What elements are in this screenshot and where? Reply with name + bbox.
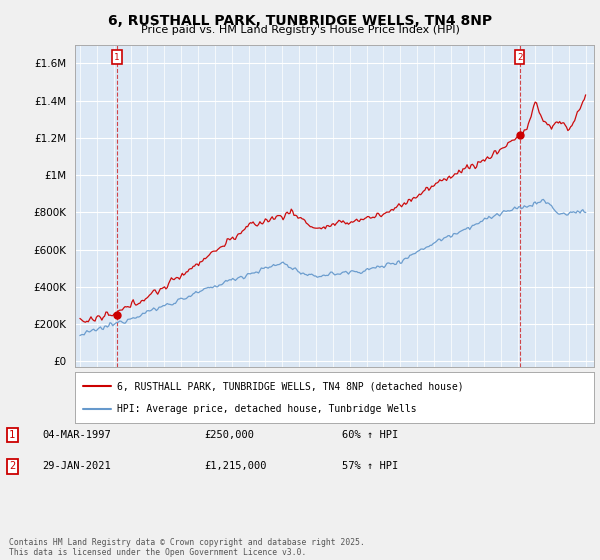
Text: 57% ↑ HPI: 57% ↑ HPI: [342, 461, 398, 472]
Text: 1: 1: [114, 53, 119, 62]
Text: £250,000: £250,000: [204, 430, 254, 440]
Text: 1: 1: [9, 430, 15, 440]
Text: £1,215,000: £1,215,000: [204, 461, 266, 472]
Text: 2: 2: [9, 461, 15, 472]
Text: 04-MAR-1997: 04-MAR-1997: [42, 430, 111, 440]
Text: 2: 2: [517, 53, 522, 62]
Text: 29-JAN-2021: 29-JAN-2021: [42, 461, 111, 472]
Text: Price paid vs. HM Land Registry's House Price Index (HPI): Price paid vs. HM Land Registry's House …: [140, 25, 460, 35]
Text: Contains HM Land Registry data © Crown copyright and database right 2025.
This d: Contains HM Land Registry data © Crown c…: [9, 538, 365, 557]
Text: 6, RUSTHALL PARK, TUNBRIDGE WELLS, TN4 8NP: 6, RUSTHALL PARK, TUNBRIDGE WELLS, TN4 8…: [108, 14, 492, 28]
Text: 60% ↑ HPI: 60% ↑ HPI: [342, 430, 398, 440]
Text: HPI: Average price, detached house, Tunbridge Wells: HPI: Average price, detached house, Tunb…: [116, 404, 416, 414]
Text: 6, RUSTHALL PARK, TUNBRIDGE WELLS, TN4 8NP (detached house): 6, RUSTHALL PARK, TUNBRIDGE WELLS, TN4 8…: [116, 381, 463, 391]
